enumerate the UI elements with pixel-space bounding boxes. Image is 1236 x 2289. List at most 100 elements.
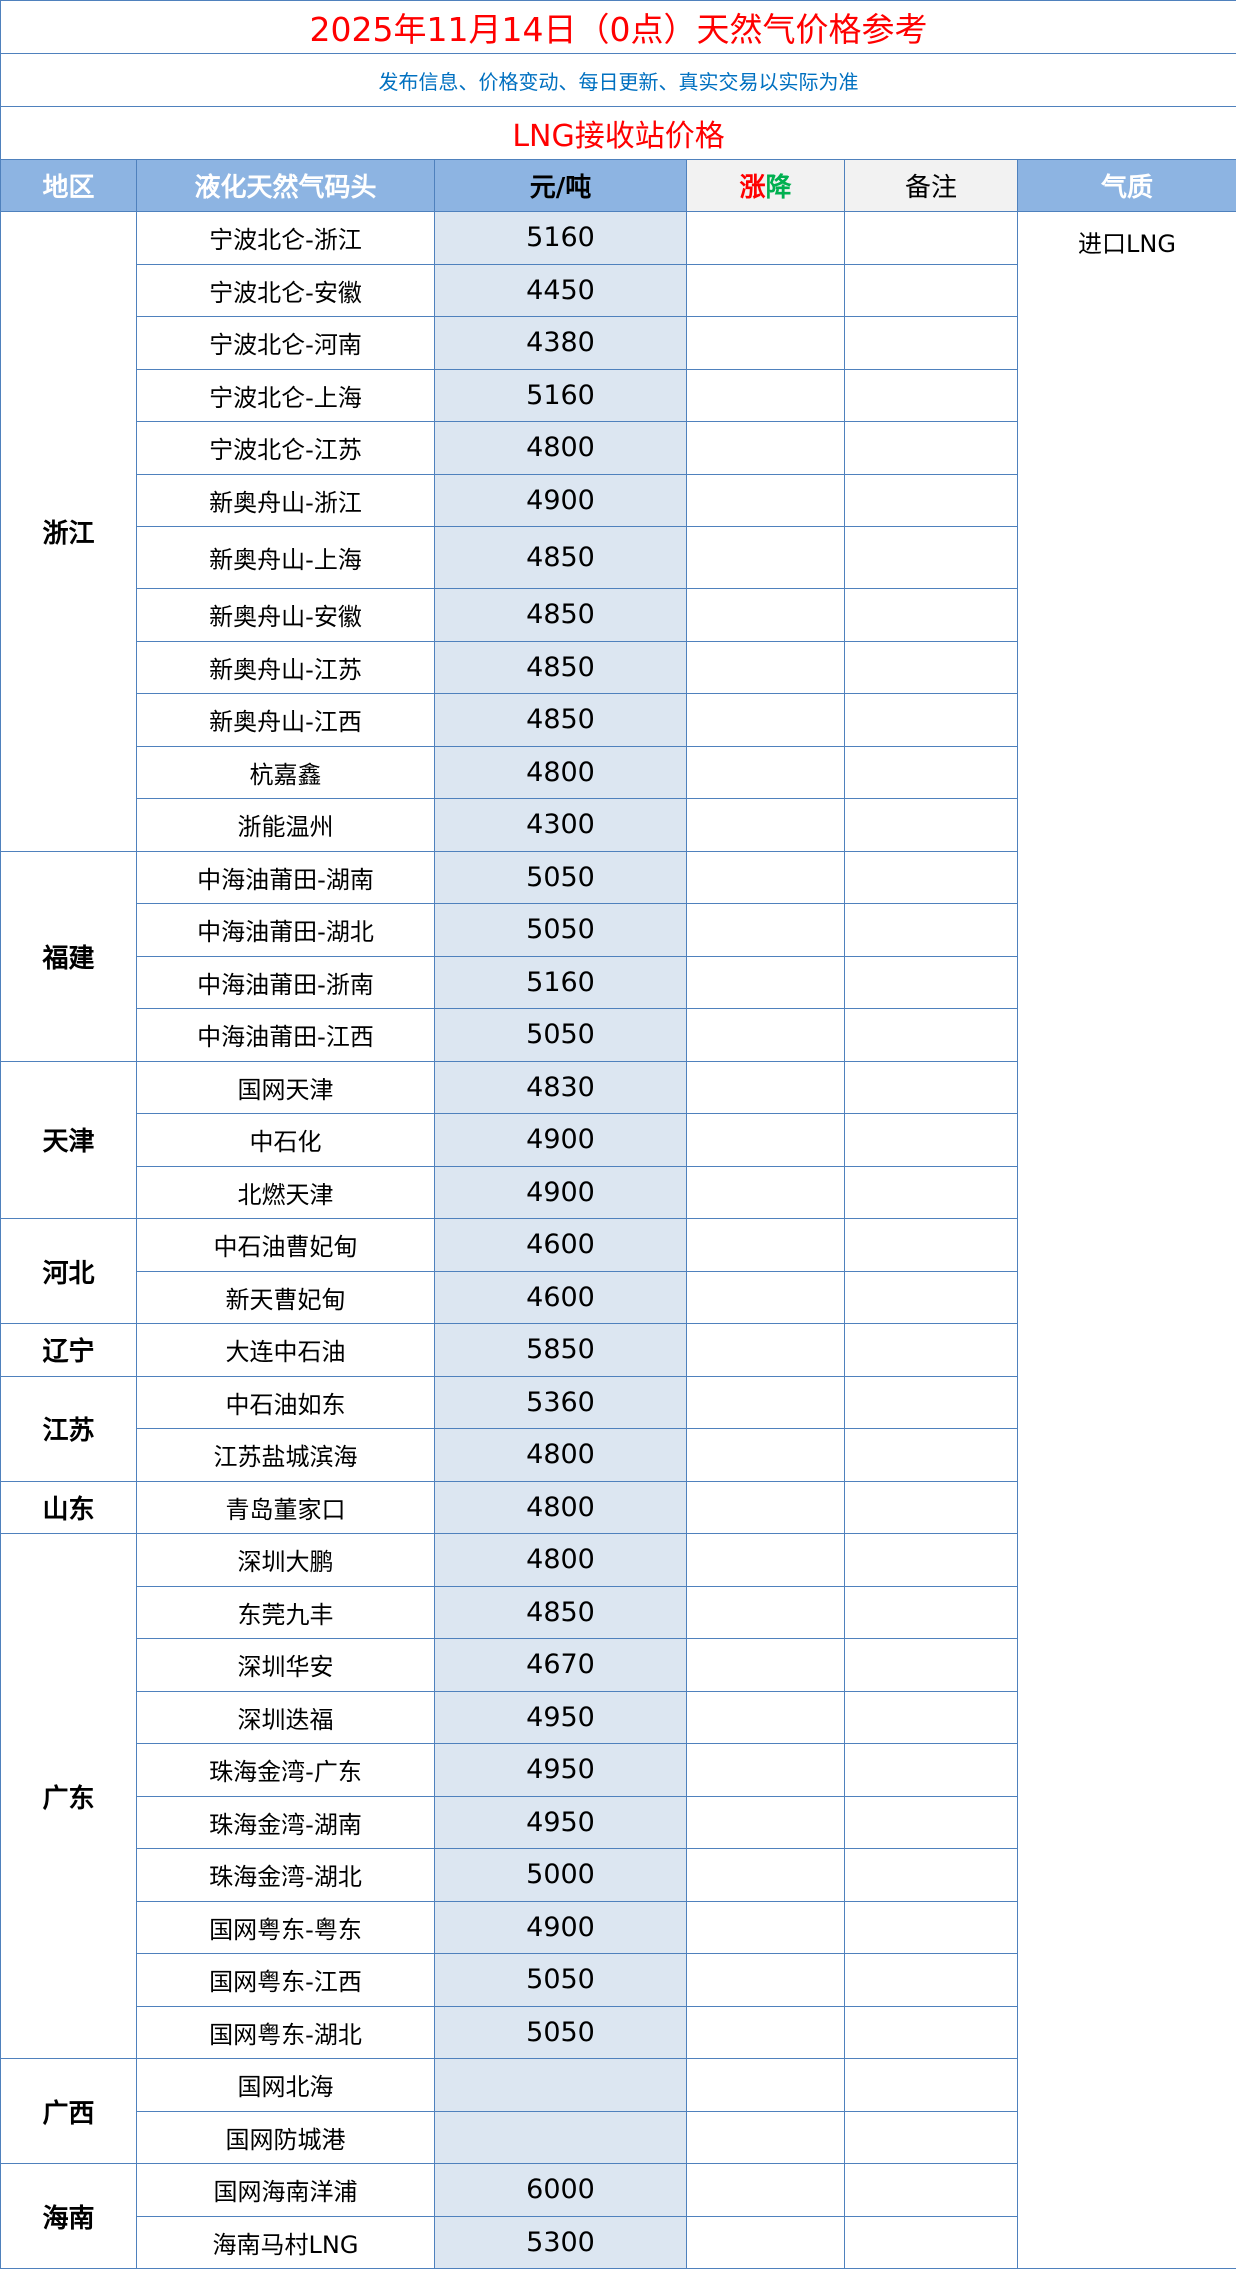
note-cell	[844, 2110, 1018, 2164]
table-row: 浙能温州 4300	[1, 798, 1236, 852]
price-cell: 4850	[434, 526, 687, 589]
table-row: 江苏盐城滨海 4800	[1, 1428, 1236, 1482]
terminal-cell: 杭嘉鑫	[136, 745, 435, 799]
price-cell: 4450	[434, 263, 687, 317]
note-cell	[844, 1008, 1018, 1062]
note-cell	[844, 316, 1018, 370]
price-cell: 4800	[434, 1480, 687, 1534]
price-cell: 5850	[434, 1323, 687, 1377]
change-cell	[686, 850, 845, 904]
terminal-cell: 中海油莆田-湖南	[136, 850, 435, 904]
table-row: 中海油莆田-江西 5050	[1, 1008, 1236, 1062]
terminal-cell: 国网粤东-湖北	[136, 2005, 435, 2059]
terminal-cell: 新奥舟山-江苏	[136, 640, 435, 694]
note-cell	[844, 2005, 1018, 2059]
change-cell	[686, 1638, 845, 1692]
note-cell	[844, 1743, 1018, 1797]
note-cell	[844, 1533, 1018, 1587]
change-cell	[686, 798, 845, 852]
price-cell: 5050	[434, 1953, 687, 2007]
header-change-down: 降	[765, 173, 792, 203]
terminal-cell: 宁波北仑-浙江	[136, 211, 435, 265]
terminal-cell: 新奥舟山-上海	[136, 526, 435, 589]
price-cell: 4600	[434, 1270, 687, 1324]
region-cell: 福建	[0, 850, 137, 1062]
terminal-cell: 新奥舟山-江西	[136, 693, 435, 747]
note-cell	[844, 1428, 1018, 1482]
table-row: 新天曹妃甸 4600	[1, 1270, 1236, 1324]
price-cell: 4800	[434, 421, 687, 475]
note-cell	[844, 1585, 1018, 1639]
change-cell	[686, 368, 845, 422]
terminal-cell: 中海油莆田-湖北	[136, 903, 435, 957]
price-cell: 4850	[434, 693, 687, 747]
note-cell	[844, 1375, 1018, 1429]
terminal-cell: 中石油如东	[136, 1375, 435, 1429]
change-cell	[686, 2058, 845, 2112]
price-cell: 4800	[434, 745, 687, 799]
terminal-cell: 国网海南洋浦	[136, 2163, 435, 2217]
price-cell: 5050	[434, 2005, 687, 2059]
terminal-cell: 中海油莆田-江西	[136, 1008, 435, 1062]
table-row: 国网粤东-江西 5050	[1, 1953, 1236, 2007]
terminal-cell: 新奥舟山-安徽	[136, 588, 435, 642]
change-cell	[686, 421, 845, 475]
terminal-cell: 新奥舟山-浙江	[136, 473, 435, 527]
price-cell: 4380	[434, 316, 687, 370]
price-cell: 5050	[434, 903, 687, 957]
table-row: 海南 国网海南洋浦 6000	[0, 2163, 1236, 2269]
change-cell	[686, 1375, 845, 1429]
terminal-cell: 北燃天津	[136, 1165, 435, 1219]
region-cell: 浙江	[0, 211, 137, 852]
price-cell: 5160	[434, 368, 687, 422]
table-row: 河北 中石油曹妃甸 4600	[0, 1218, 1236, 1324]
change-cell	[686, 2163, 845, 2217]
terminal-cell: 宁波北仑-安徽	[136, 263, 435, 317]
change-cell	[686, 211, 845, 265]
change-cell	[686, 640, 845, 694]
table-row: 中海油莆田-浙南 5160	[1, 955, 1236, 1009]
note-cell	[844, 798, 1018, 852]
table-row: 北燃天津 4900	[1, 1165, 1236, 1219]
table-row: 珠海金湾-湖北 5000	[1, 1848, 1236, 1902]
region-cell: 广东	[0, 1533, 137, 2059]
section-title: LNG接收站价格	[0, 106, 1236, 160]
header-change-up: 涨	[739, 173, 766, 203]
table-row: 广东 深圳大鹏 4800	[0, 1533, 1236, 2059]
table-row: 新奥舟山-安徽 4850	[1, 588, 1236, 642]
price-cell: 5050	[434, 1008, 687, 1062]
region-cell: 广西	[0, 2058, 137, 2164]
table-row: 国网粤东-湖北 5050	[1, 2005, 1236, 2059]
header-row: 地区 液化天然气码头 元/吨 涨降 备注 气质	[0, 159, 1236, 212]
price-cell: 5050	[434, 850, 687, 904]
change-cell	[686, 2110, 845, 2164]
change-cell	[686, 955, 845, 1009]
change-cell	[686, 1060, 845, 1114]
price-cell: 5360	[434, 1375, 687, 1429]
price-cell: 4670	[434, 1638, 687, 1692]
table-row: 新奥舟山-江西 4850	[1, 693, 1236, 747]
change-cell	[686, 1690, 845, 1744]
terminal-cell: 国网粤东-粤东	[136, 1900, 435, 1954]
subtitle: 发布信息、价格变动、每日更新、真实交易以实际为准	[0, 53, 1236, 107]
table-row: 海南马村LNG 5300	[1, 2215, 1236, 2269]
price-cell: 4950	[434, 1743, 687, 1797]
note-cell	[844, 2215, 1018, 2269]
table-row: 宁波北仑-河南 4380	[1, 316, 1236, 370]
terminal-cell: 东莞九丰	[136, 1585, 435, 1639]
change-cell	[686, 1480, 845, 1534]
table-row: 中海油莆田-湖北 5050	[1, 903, 1236, 957]
note-cell	[844, 903, 1018, 957]
change-cell	[686, 1323, 845, 1377]
table-row: 辽宁 大连中石油 5850	[0, 1323, 1236, 1377]
table-row: 国网粤东-粤东 4900	[1, 1900, 1236, 1954]
note-cell	[844, 2058, 1018, 2112]
change-cell	[686, 745, 845, 799]
change-cell	[686, 693, 845, 747]
table-row: 东莞九丰 4850	[1, 1585, 1236, 1639]
price-cell: 4800	[434, 1428, 687, 1482]
change-cell	[686, 1113, 845, 1167]
price-cell: 4950	[434, 1690, 687, 1744]
table-row: 宁波北仑-上海 5160	[1, 368, 1236, 422]
note-cell	[844, 745, 1018, 799]
